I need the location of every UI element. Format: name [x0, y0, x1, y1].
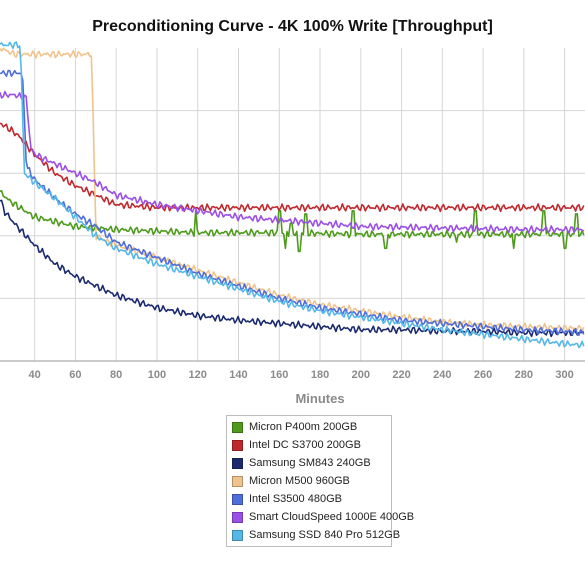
chart-legend: Micron P400m 200GB Intel DC S3700 200GB Sa… [226, 415, 414, 547]
x-tick-label: 40 [29, 369, 41, 381]
x-tick-label: 240 [433, 369, 451, 381]
legend-swatch [232, 511, 243, 523]
legend-item: Intel DC S3700 200GB [227, 436, 391, 454]
x-tick-label: 300 [555, 369, 573, 381]
legend-swatch [232, 421, 243, 433]
x-tick-label: 80 [110, 369, 122, 381]
series-line [0, 41, 585, 349]
legend-swatch [232, 439, 243, 451]
legend-swatch [232, 475, 243, 487]
legend-swatch [232, 493, 243, 505]
series-line [0, 122, 585, 213]
x-tick-label: 280 [515, 369, 533, 381]
x-tick-label: 100 [148, 369, 166, 381]
legend-label: Micron P400m 200GB [249, 421, 358, 433]
legend-label: Intel DC S3700 200GB [249, 439, 361, 451]
legend-item: Smart CloudSpeed 1000E 400GB [227, 508, 414, 526]
x-axis-label: Minutes [295, 391, 344, 406]
legend-item: Intel S3500 480GB [227, 490, 391, 508]
legend-swatch [232, 529, 243, 541]
series-line [0, 90, 585, 234]
x-tick-label: 220 [392, 369, 410, 381]
x-tick-label: 140 [229, 369, 247, 381]
chart-title: Preconditioning Curve - 4K 100% Write [T… [92, 18, 493, 35]
x-tick-label: 180 [311, 369, 329, 381]
legend-item: Samsung SM843 240GB [227, 454, 391, 472]
legend-label: Smart CloudSpeed 1000E 400GB [249, 511, 415, 523]
legend-label: Samsung SM843 240GB [249, 457, 371, 469]
legend-label: Intel S3500 480GB [249, 493, 342, 505]
legend-item: Micron P400m 200GB [227, 418, 391, 436]
x-tick-label: 260 [474, 369, 492, 381]
legend-label: Samsung SSD 840 Pro 512GB [249, 529, 401, 541]
x-tick-label: 120 [189, 369, 207, 381]
x-tick-label: 160 [270, 369, 288, 381]
legend-swatch [232, 457, 243, 469]
legend-item: Samsung SSD 840 Pro 512GB [227, 526, 400, 544]
x-tick-label: 60 [69, 369, 81, 381]
x-tick-label: 200 [352, 369, 370, 381]
legend-item: Micron M500 960GB [227, 472, 391, 490]
series-line [0, 199, 585, 338]
legend-label: Micron M500 960GB [249, 475, 350, 487]
